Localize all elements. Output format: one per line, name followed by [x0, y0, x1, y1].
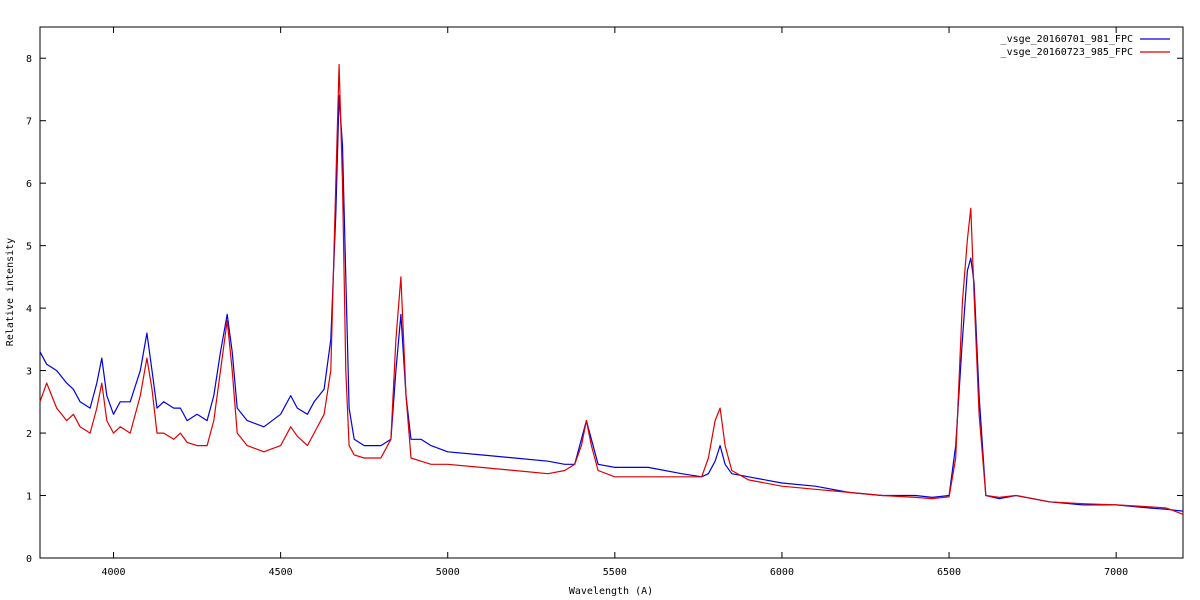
y-tick-label: 8	[26, 54, 32, 65]
y-tick-label: 2	[26, 429, 32, 440]
y-axis: 0 1 2 3 4 5 6 7 8	[26, 54, 1183, 565]
x-tick-label: 6000	[770, 567, 794, 578]
y-tick-label: 1	[26, 492, 32, 503]
x-axis: 4000 4500 5000 5500 6000 6500 7000	[101, 27, 1128, 578]
y-tick-label: 3	[26, 367, 32, 378]
y-tick-label: 7	[26, 117, 32, 128]
x-tick-label: 6500	[937, 567, 961, 578]
x-tick-label: 4000	[101, 567, 125, 578]
series-line-2	[39, 63, 1184, 515]
x-tick-label: 7000	[1104, 567, 1128, 578]
y-tick-label: 6	[26, 179, 32, 190]
legend-label: _vsge_20160701_981_FPC	[1001, 34, 1133, 45]
x-axis-title: Wavelength (A)	[569, 586, 653, 597]
legend: _vsge_20160701_981_FPC _vsge_20160723_985…	[1001, 34, 1170, 58]
y-tick-label: 4	[26, 304, 32, 315]
plot-frame	[39, 26, 1184, 559]
series-line-1	[39, 95, 1184, 512]
y-tick-label: 5	[26, 242, 32, 253]
y-axis-title: Relative intensity	[5, 238, 16, 346]
x-tick-label: 5500	[603, 567, 627, 578]
x-tick-label: 5000	[436, 567, 460, 578]
y-tick-label: 0	[26, 554, 32, 565]
legend-label: _vsge_20160723_985_FPC	[1001, 47, 1133, 58]
x-tick-label: 4500	[269, 567, 293, 578]
series-layer	[39, 63, 1184, 515]
